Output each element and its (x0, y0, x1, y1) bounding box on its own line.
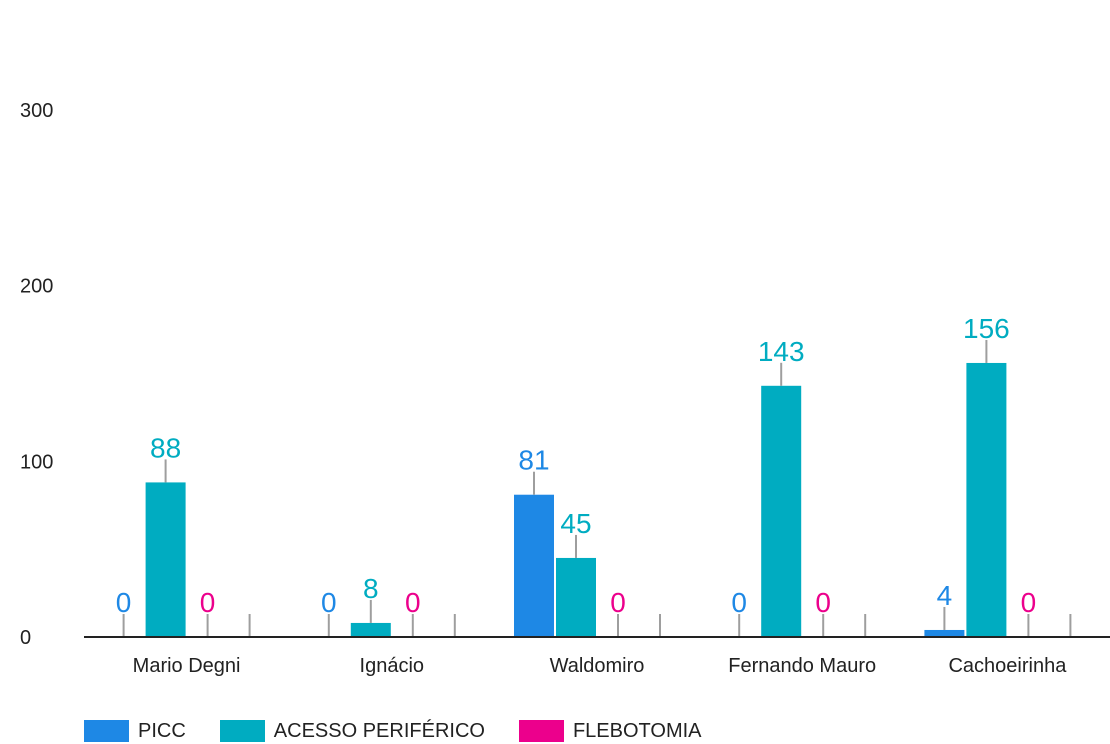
x-tick-label: Waldomiro (550, 655, 645, 677)
y-axis-ticks: 0 100 200 300 (20, 100, 53, 649)
data-label: 0 (405, 587, 421, 618)
legend-label-flebotomia: FLEBOTOMIA (572, 719, 702, 742)
data-label: 0 (116, 587, 132, 618)
data-label: 8 (363, 573, 379, 604)
data-label: 143 (758, 336, 805, 367)
data-label: 0 (1021, 587, 1037, 618)
x-axis-ticks: Mario Degni Ignácio Waldomiro Fernando Maur… (133, 655, 1068, 677)
data-label: 0 (731, 587, 747, 618)
legend-swatch-picc (84, 720, 129, 742)
bar (556, 557, 596, 637)
y-tick-label: 200 (20, 276, 53, 298)
bar (924, 629, 965, 637)
label-leader-lines (122, 339, 1072, 637)
legend-item-picc: PICC (84, 720, 186, 743)
x-tick-label: Cachoeirinha (948, 655, 1067, 677)
legend-item-acesso-periferico: ACESSO PERIFÉRICO (219, 719, 485, 743)
data-label: 0 (321, 587, 337, 618)
x-tick-label: Fernando Mauro (728, 655, 876, 677)
data-label: 45 (560, 508, 591, 539)
x-tick-label: Ignácio (360, 655, 425, 677)
data-label: 156 (963, 313, 1010, 344)
data-label: 0 (610, 587, 626, 618)
legend-swatch-flebotomia (518, 720, 564, 742)
legend-label-picc: PICC (138, 719, 186, 742)
data-label: 0 (815, 587, 831, 618)
bar (514, 494, 554, 637)
y-tick-label: 300 (20, 100, 53, 122)
legend-swatch-acesso-periferico (219, 720, 265, 742)
legend: PICC ACESSO PERIFÉRICO FLEBOTOMIA (84, 718, 736, 744)
x-tick-label: Mario Degni (133, 655, 241, 677)
data-label: 0 (200, 587, 216, 618)
data-label: 88 (150, 432, 181, 463)
bar (145, 482, 186, 637)
legend-item-flebotomia: FLEBOTOMIA (518, 719, 702, 743)
y-tick-label: 100 (20, 451, 53, 473)
y-tick-label: 0 (20, 627, 31, 649)
bars-group (145, 362, 1007, 637)
bar (761, 385, 802, 637)
bar (350, 622, 391, 637)
data-label: 81 (518, 445, 549, 476)
bar (966, 362, 1007, 637)
data-label: 4 (937, 580, 953, 611)
legend-label-acesso-periferico: ACESSO PERIFÉRICO (273, 719, 485, 742)
